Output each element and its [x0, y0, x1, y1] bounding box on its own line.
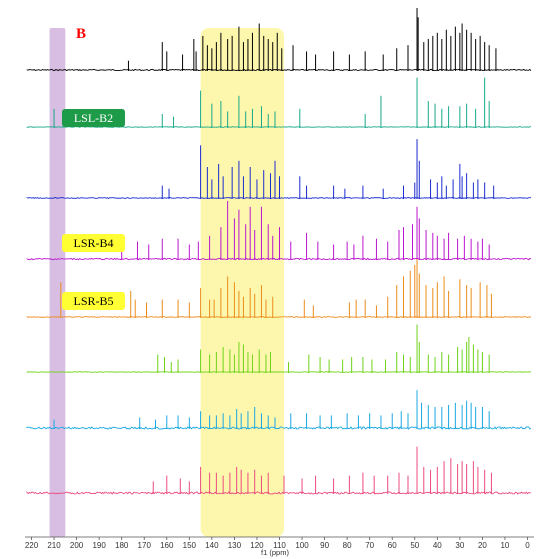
x-tick-label-70: 70 — [365, 541, 374, 550]
x-tick-label-150: 150 — [183, 541, 197, 550]
x-tick-label-140: 140 — [205, 541, 219, 550]
spectrum-6 — [26, 324, 532, 373]
x-tick-label-200: 200 — [70, 541, 84, 550]
x-axis: 220 210 200 190 180 170 160 150 140 130 120 110 100 9… — [25, 536, 534, 550]
x-tick-label-20: 20 — [478, 541, 487, 550]
spectrum-2 — [26, 77, 532, 128]
x-tick-label-210: 210 — [47, 541, 61, 550]
tag-background — [62, 292, 125, 310]
spectrum-7-baseline — [26, 426, 532, 430]
spectrum-1 — [26, 8, 532, 72]
x-tick-label-130: 130 — [228, 541, 242, 550]
spectrum-6-baseline — [26, 371, 532, 373]
x-axis-title: f1 (ppm) — [261, 548, 289, 557]
x-tick-label-160: 160 — [160, 541, 174, 550]
x-tick-label-220: 220 — [25, 541, 39, 550]
tag-lsl-b2: LSL-B2 — [62, 109, 125, 127]
tag-lsr-b5: LSR-B5 — [62, 292, 125, 310]
x-tick-label-100: 100 — [295, 541, 309, 550]
x-tick-label-80: 80 — [343, 541, 352, 550]
tag-label: LSR-B4 — [73, 236, 113, 250]
spectrum-3 — [26, 139, 532, 199]
spectrum-5 — [26, 259, 532, 318]
tag-lsr-b4: LSR-B4 — [62, 234, 125, 252]
spectra-traces — [26, 8, 532, 495]
highlight-band-1 — [49, 28, 66, 537]
x-tick-label-0: 0 — [525, 541, 530, 550]
x-tick-label-190: 190 — [92, 541, 106, 550]
highlight-bands — [49, 28, 285, 537]
x-tick-label-60: 60 — [388, 541, 397, 550]
spectrum-8-baseline — [26, 491, 532, 495]
tag-background — [62, 109, 125, 127]
x-tick-label-170: 170 — [138, 541, 152, 550]
spectrum-5-baseline — [26, 316, 532, 318]
spectrum-2-baseline — [26, 126, 532, 128]
highlight-band-2 — [200, 28, 285, 537]
x-tick-label-10: 10 — [500, 541, 509, 550]
spectrum-7 — [26, 390, 532, 430]
x-tick-label-120: 120 — [250, 541, 264, 550]
tag-label: LSL-B2 — [74, 111, 113, 125]
x-tick-label-180: 180 — [115, 541, 129, 550]
x-tick-label-40: 40 — [433, 541, 442, 550]
x-tick-label-30: 30 — [455, 541, 464, 550]
spectrum-4 — [26, 201, 532, 261]
x-tick-label-90: 90 — [320, 541, 329, 550]
spectrum-4-baseline — [26, 257, 532, 261]
x-tick-label-110: 110 — [273, 541, 286, 550]
tag-label: LSR-B5 — [73, 294, 113, 308]
sample-tags: LSL-B2 LSR-B4 LSR-B5 — [62, 109, 125, 310]
panel-letter: B — [76, 26, 86, 42]
tag-background — [62, 234, 125, 252]
x-tick-label-50: 50 — [410, 541, 419, 550]
spectrum-8 — [26, 446, 532, 495]
